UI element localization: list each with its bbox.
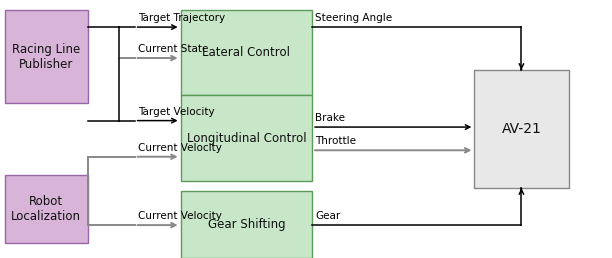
Text: Brake: Brake (315, 113, 345, 123)
Text: Throttle: Throttle (315, 136, 356, 146)
Text: Current Velocity: Current Velocity (138, 143, 222, 153)
Text: Racing Line
Publisher: Racing Line Publisher (12, 43, 80, 71)
Text: AV-21: AV-21 (502, 122, 542, 136)
Text: Target Velocity: Target Velocity (138, 107, 214, 117)
Text: Gear: Gear (315, 211, 340, 221)
Text: Longitudinal Control: Longitudinal Control (187, 132, 306, 144)
Text: Gear Shifting: Gear Shifting (207, 218, 285, 231)
Text: Steering Angle: Steering Angle (315, 13, 392, 23)
Text: Current Velocity: Current Velocity (138, 211, 222, 221)
Text: Robot
Localization: Robot Localization (11, 195, 81, 223)
FancyBboxPatch shape (474, 70, 569, 188)
FancyBboxPatch shape (5, 10, 88, 103)
Text: Lateral Control: Lateral Control (203, 46, 290, 59)
Text: Current State: Current State (138, 44, 208, 54)
FancyBboxPatch shape (5, 175, 88, 243)
Text: Target Trajectory: Target Trajectory (138, 13, 225, 23)
FancyBboxPatch shape (181, 10, 312, 95)
FancyBboxPatch shape (181, 95, 312, 181)
FancyBboxPatch shape (181, 191, 312, 258)
